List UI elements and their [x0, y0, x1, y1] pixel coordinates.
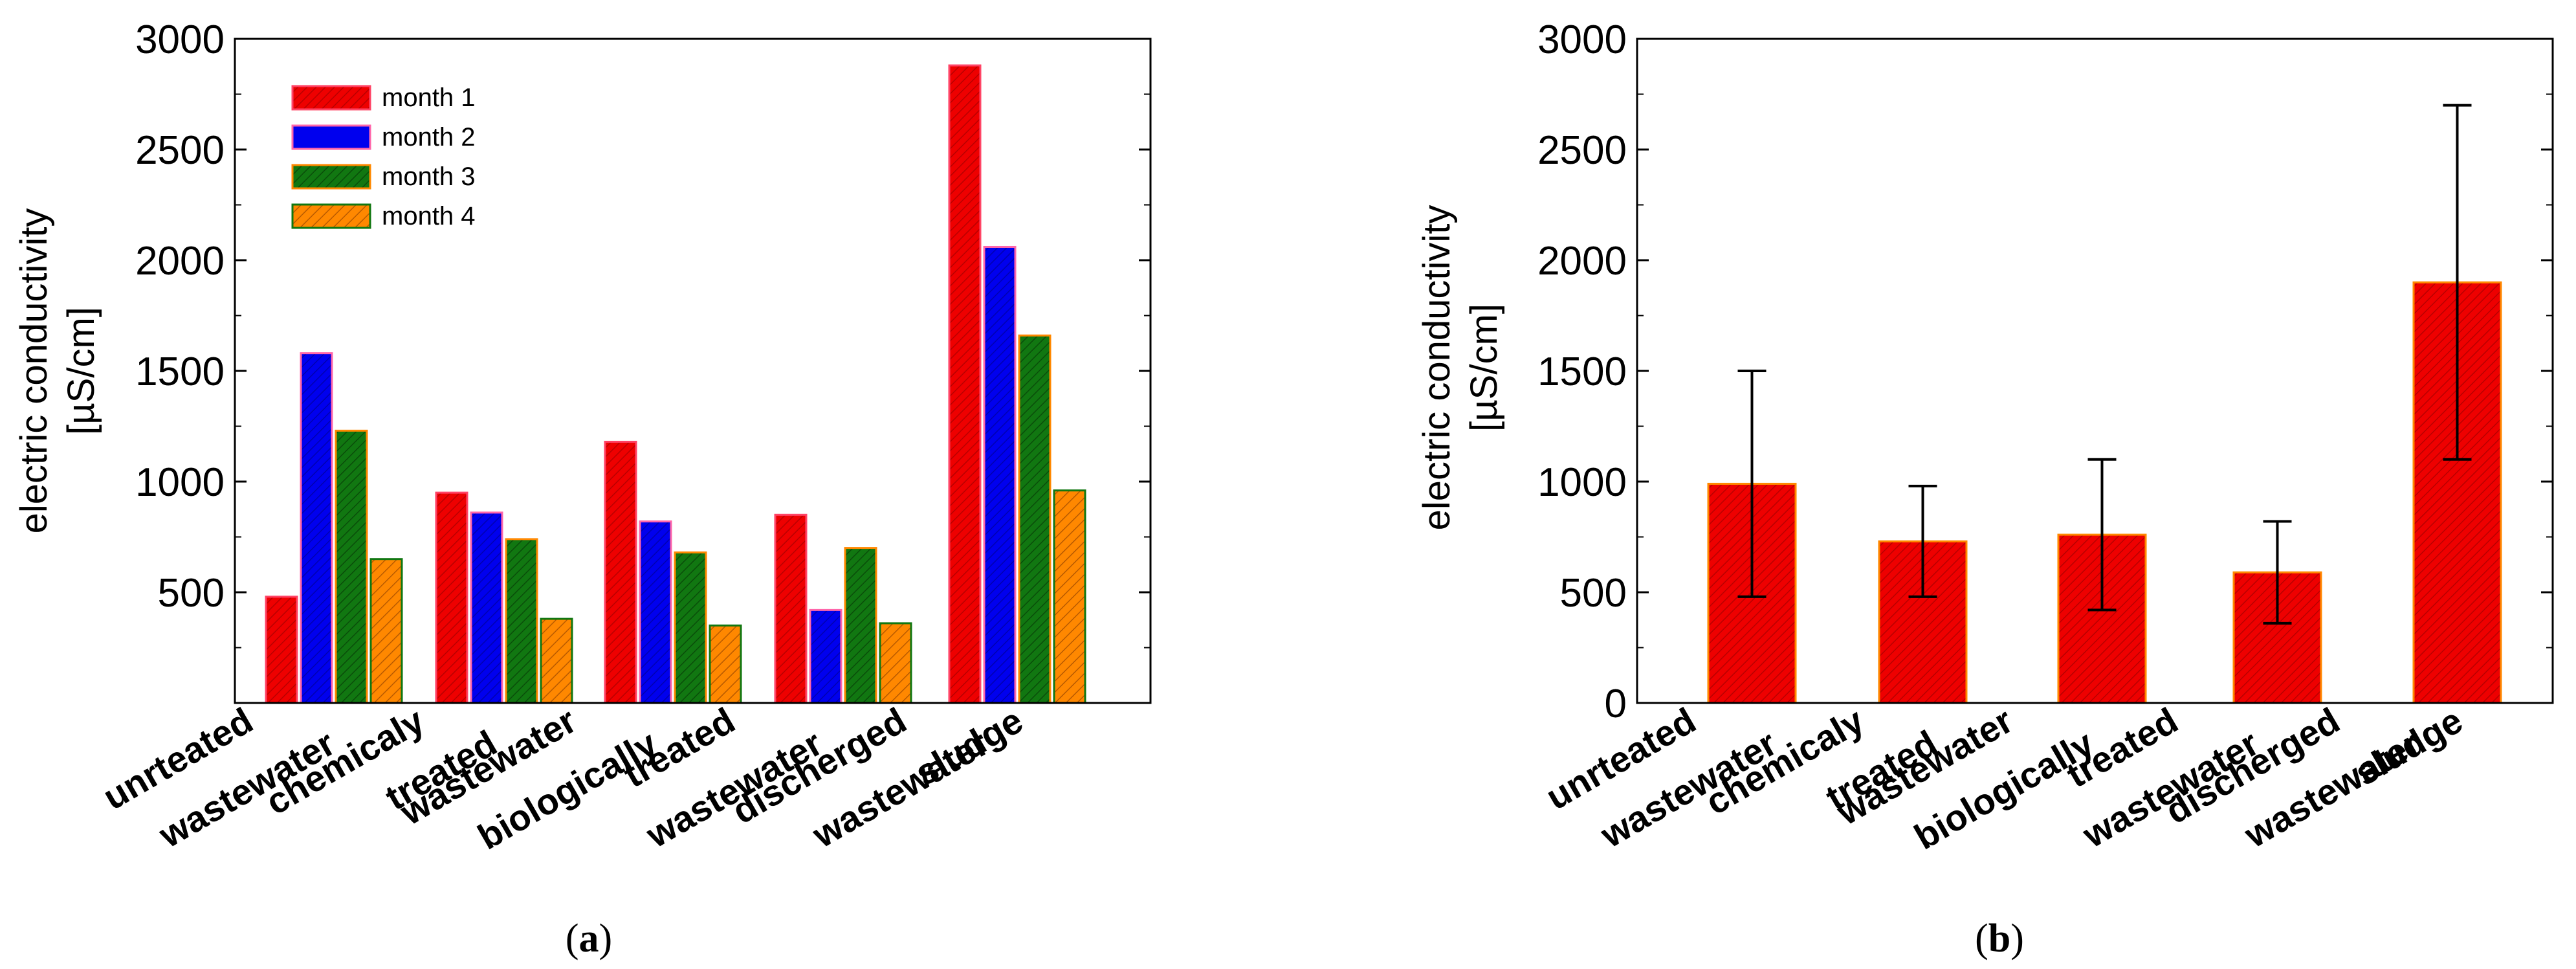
bar-a-month-1-group-2 — [435, 491, 468, 704]
chart-a-bars — [265, 64, 1086, 704]
bar-a-month-2-group-3 — [639, 520, 672, 704]
bar-a-month-3-group-3 — [674, 551, 707, 704]
bar-a-month-3-group-4 — [844, 547, 877, 704]
bar-a-month-3-group-2 — [505, 538, 538, 704]
legend-swatch-month-1 — [291, 85, 371, 111]
legend-swatch-month-3 — [291, 164, 371, 190]
chart-a-category-labels: unrteatedwastewaterchemicalytreatedwaste… — [96, 700, 1029, 858]
chart-a-y-tick-label: 500 — [158, 571, 225, 616]
bar-a-month-1-group-4 — [774, 513, 808, 704]
chart-b-ticks: 0 500 1000 1500 2000 2500 3000 — [1537, 17, 2553, 726]
chart-b-error-bars — [1737, 104, 2472, 625]
chart-a-y-label-line1: electric conductivity — [13, 208, 55, 534]
bar-a-month-3-group-5 — [1018, 334, 1051, 704]
chart-a-legend: month 1 month 2 month 3 month 4 — [291, 84, 476, 230]
bar-a-month-2-group-5 — [983, 245, 1017, 704]
bar-a-month-4-group-3 — [709, 624, 742, 704]
chart-a-y-label-line2: [µS/cm] — [60, 307, 102, 435]
chart-b-y-tick-label: 0 — [1605, 682, 1627, 726]
chart-a-caption: (a) — [566, 917, 612, 961]
bar-a-month-4-group-1 — [369, 558, 403, 704]
chart-b-y-tick-label: 2000 — [1537, 239, 1627, 284]
chart-b-caption: (b) — [1975, 917, 2024, 961]
bar-a-month-1-group-3 — [604, 440, 637, 704]
chart-b-y-tick-label: 3000 — [1537, 17, 1627, 62]
chart-a-y-tick-label: 3000 — [135, 17, 225, 62]
chart-b-category-labels: unrteatedwastewaterchemicalytreatedwaste… — [1539, 700, 2469, 858]
bar-a-month-1-group-5 — [948, 64, 982, 704]
bar-a-month-2-group-4 — [809, 608, 842, 704]
legend-swatch-month-2 — [291, 124, 371, 150]
bar-a-month-4-group-5 — [1053, 489, 1086, 704]
bar-a-month-2-group-1 — [300, 352, 333, 704]
chart-a-category-label: sludge — [908, 700, 1029, 794]
chart-b-y-label-line1: electric conductivity — [1416, 205, 1458, 531]
chart-b-y-tick-label: 500 — [1560, 571, 1627, 616]
legend-label-month-1: month 1 — [382, 84, 476, 112]
bar-a-month-4-group-2 — [540, 618, 573, 704]
chart-b-y-tick-label: 1000 — [1537, 460, 1627, 505]
chart-a-y-tick-label: 1000 — [135, 460, 225, 505]
chart-b-bars — [1707, 281, 2502, 704]
bar-a-month-4-group-4 — [879, 622, 912, 704]
chart-a-y-tick-label: 2000 — [135, 239, 225, 284]
legend-label-month-4: month 4 — [382, 202, 476, 230]
legend-swatch-month-4 — [291, 203, 371, 229]
chart-a-ticks: 500 1000 1500 2000 2500 3000 — [135, 17, 1150, 649]
chart-b-y-tick-label: 2500 — [1537, 128, 1627, 173]
legend-label-month-3: month 3 — [382, 162, 476, 191]
bar-a-month-2-group-2 — [470, 511, 503, 704]
bar-a-month-3-group-1 — [335, 429, 368, 704]
chart-a-y-tick-label: 1500 — [135, 350, 225, 394]
chart-a-y-tick-label: 2500 — [135, 128, 225, 173]
chart-a: 500 1000 1500 2000 2500 3000 electric conduct… — [13, 17, 1152, 961]
chart-b-y-label-line2: [µS/cm] — [1463, 304, 1505, 432]
legend-label-month-2: month 2 — [382, 123, 476, 151]
chart-b: 0 500 1000 1500 2000 2500 3000 electric conduc… — [1416, 17, 2554, 961]
bar-a-month-1-group-1 — [265, 596, 298, 704]
chart-b-y-tick-label: 1500 — [1537, 350, 1627, 394]
